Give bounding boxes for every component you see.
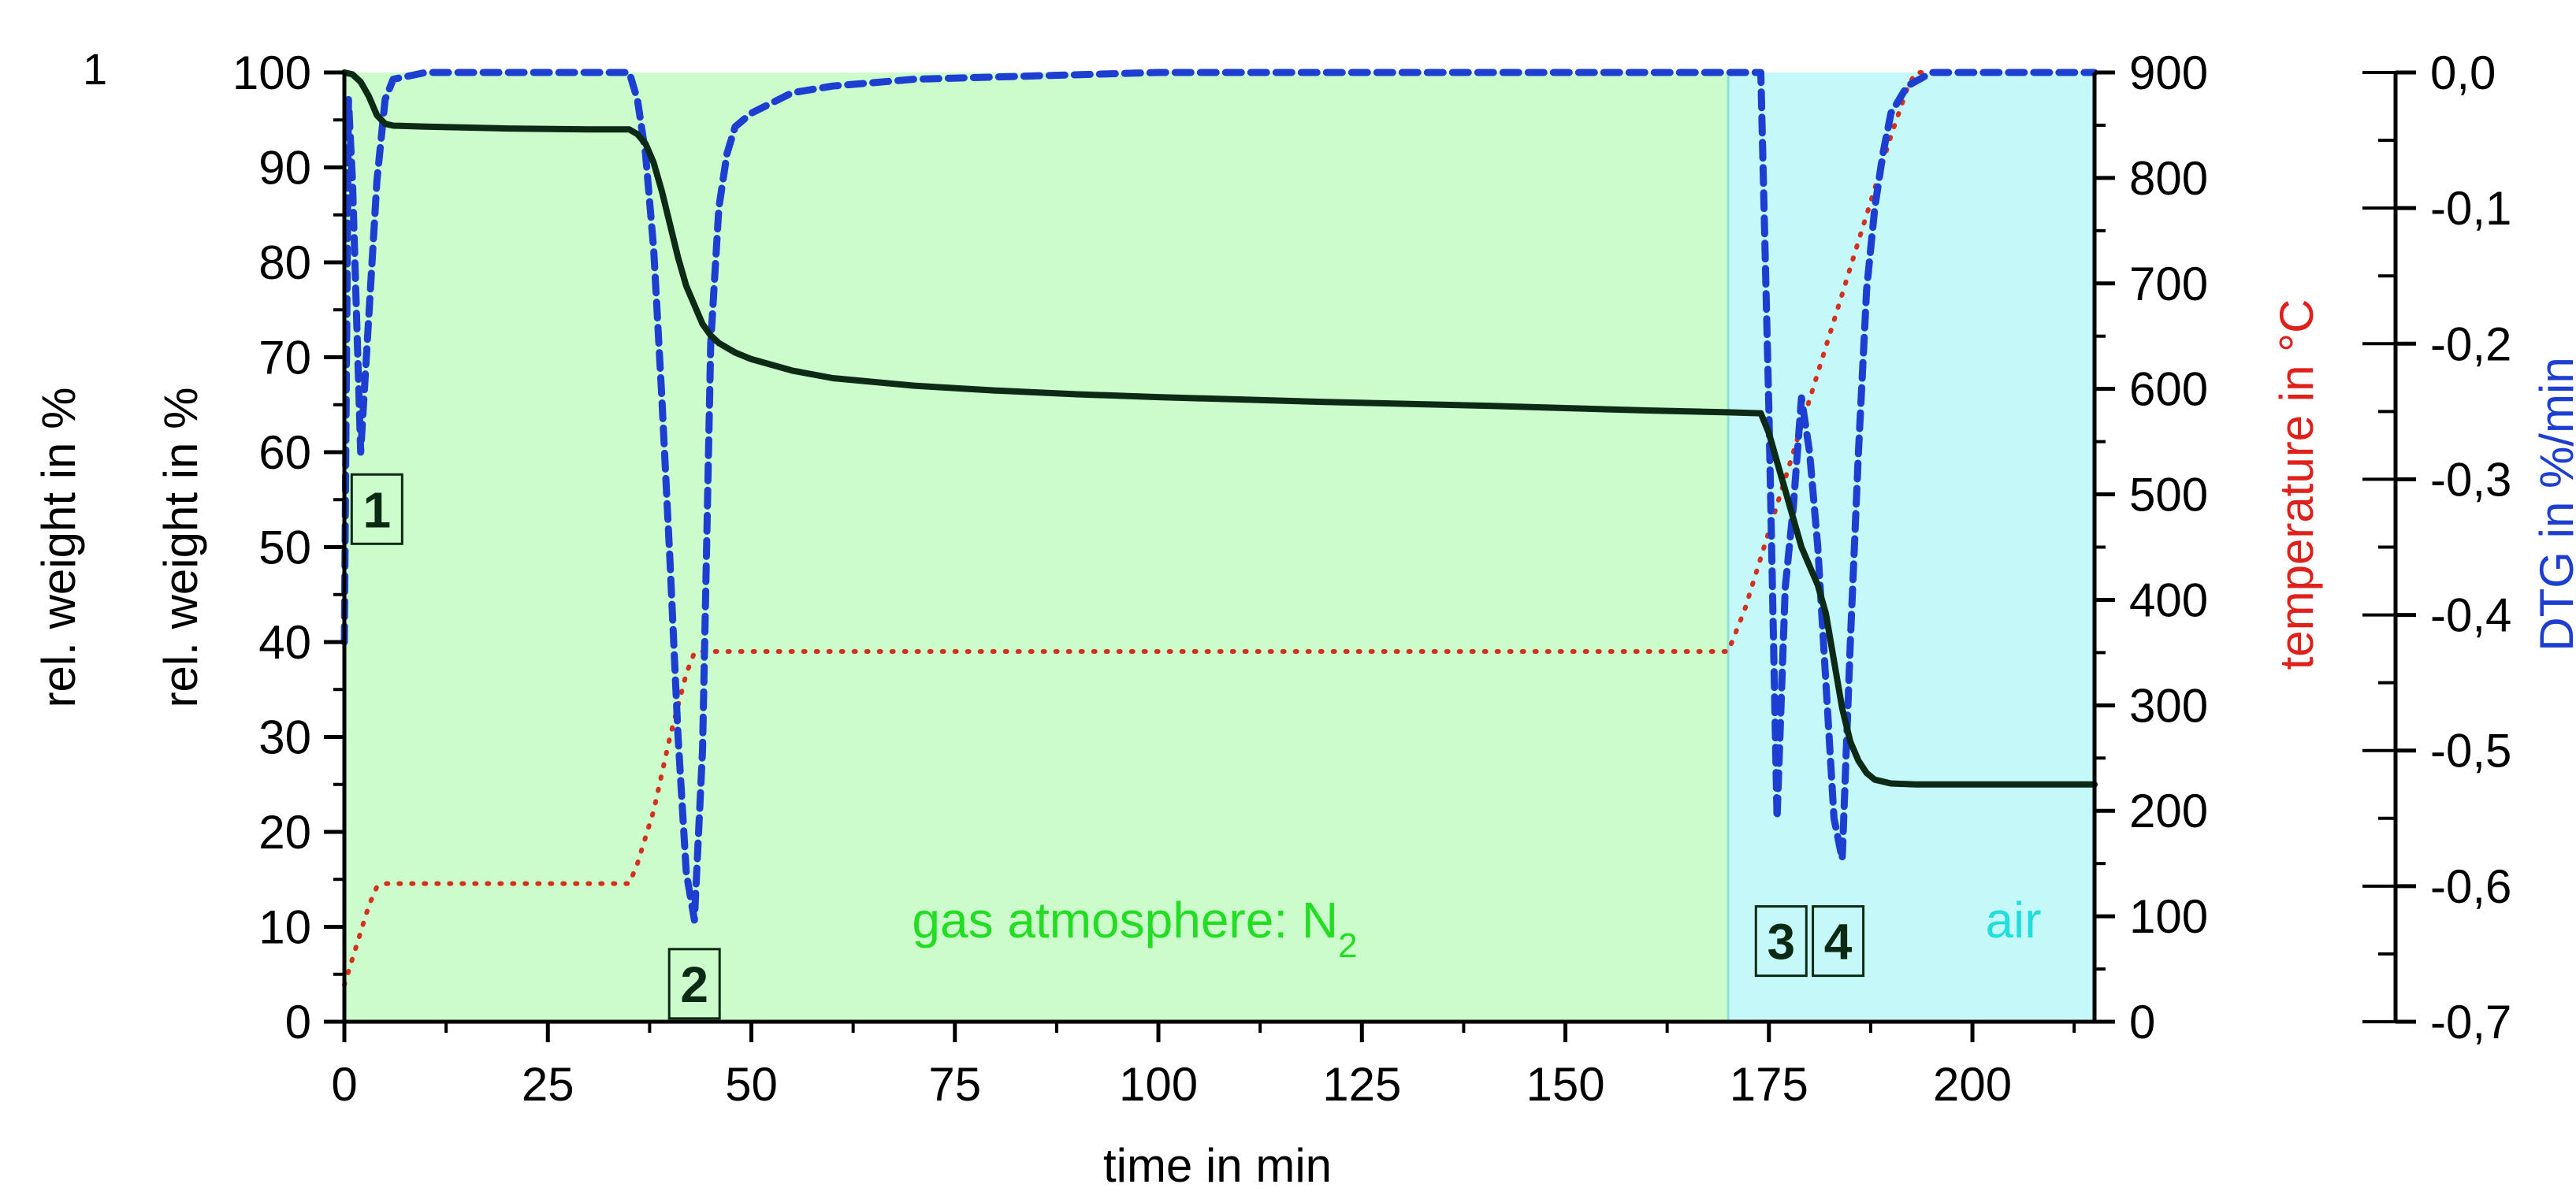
chart-labels: 1 time in min rel. weight in % rel. weig… bbox=[32, 44, 2576, 1192]
dtg-tick-label: 0,0 bbox=[2430, 46, 2496, 99]
left-tick-label: 60 bbox=[258, 426, 311, 479]
marker-label-1: 1 bbox=[363, 481, 392, 538]
temperature-tick-label: 100 bbox=[2129, 890, 2208, 943]
marker-box-2 bbox=[667, 948, 721, 1020]
x-tick-label: 0 bbox=[331, 1058, 357, 1111]
temperature-tick-label: 600 bbox=[2129, 363, 2208, 416]
left-tick-label: 30 bbox=[258, 711, 311, 764]
temperature-axis-title: temperature in °C bbox=[2270, 299, 2323, 670]
region-1 bbox=[1728, 72, 2095, 1022]
left-tick-label: 40 bbox=[258, 616, 311, 669]
region-0 bbox=[344, 72, 1729, 1022]
left-axis-title: rel. weight in % bbox=[154, 388, 207, 708]
x-tick-label: 175 bbox=[1730, 1058, 1808, 1111]
left-tick-label: 50 bbox=[258, 522, 311, 574]
series-temperature bbox=[342, 70, 2097, 988]
data-series bbox=[340, 69, 2098, 988]
dtg-axis-title: DTG in %/min bbox=[2530, 357, 2576, 651]
temperature-tick-label: 200 bbox=[2129, 785, 2208, 837]
atmosphere-regions: gas atmosphere: N2 air bbox=[344, 72, 2095, 1022]
temperature-tick-label: 400 bbox=[2129, 574, 2208, 626]
temperature-tick-label: 700 bbox=[2129, 258, 2208, 310]
temperature-tick-label: 800 bbox=[2129, 152, 2208, 205]
temperature-tick-label: 900 bbox=[2129, 46, 2208, 99]
dtg-tick-label: -0,7 bbox=[2430, 996, 2511, 1049]
x-tick-label: 200 bbox=[1933, 1058, 2012, 1111]
dtg-tick-label: -0,3 bbox=[2430, 453, 2511, 506]
dtg-tick-label: -0,4 bbox=[2430, 589, 2511, 642]
x-tick-label: 50 bbox=[725, 1058, 778, 1111]
left-tick-label: 10 bbox=[258, 901, 311, 954]
marker-box-4 bbox=[1812, 905, 1865, 978]
marker-label-4: 4 bbox=[1824, 914, 1853, 971]
marker-box-3 bbox=[1754, 905, 1808, 978]
left-tick-label: 90 bbox=[258, 142, 311, 195]
dtg-tick-label: -0,2 bbox=[2430, 317, 2511, 370]
dtg-tick-label: -0,6 bbox=[2430, 860, 2511, 913]
marker-label-2: 2 bbox=[680, 956, 708, 1013]
series-rel-weight bbox=[341, 69, 2098, 788]
x-tick-label: 25 bbox=[522, 1058, 574, 1111]
temperature-tick-label: 300 bbox=[2129, 679, 2208, 732]
left-tick-label: 80 bbox=[258, 236, 311, 289]
dtg-tick-label: -0,5 bbox=[2430, 725, 2511, 778]
panel-number: 1 bbox=[83, 44, 107, 94]
x-tick-label: 100 bbox=[1119, 1058, 1198, 1111]
x-tick-label: 150 bbox=[1526, 1058, 1604, 1111]
temperature-tick-label: 500 bbox=[2129, 469, 2208, 522]
left-tick-label: 20 bbox=[258, 806, 311, 859]
left-tick-label: 100 bbox=[232, 46, 311, 99]
x-tick-label: 125 bbox=[1322, 1058, 1401, 1111]
dtg-tick-label: -0,1 bbox=[2430, 182, 2511, 235]
region-label-1: air bbox=[1985, 892, 2041, 948]
left-tick-label: 70 bbox=[258, 332, 311, 384]
marker-label-3: 3 bbox=[1767, 914, 1795, 971]
series-dtg bbox=[340, 69, 2098, 924]
outer-left-axis-title: rel. weight in % bbox=[32, 388, 85, 708]
left-tick-label: 0 bbox=[285, 996, 311, 1049]
temperature-tick-label: 0 bbox=[2129, 996, 2155, 1049]
x-tick-label: 75 bbox=[928, 1058, 981, 1111]
x-axis-title: time in min bbox=[1103, 1139, 1332, 1192]
marker-box-1 bbox=[350, 473, 403, 545]
